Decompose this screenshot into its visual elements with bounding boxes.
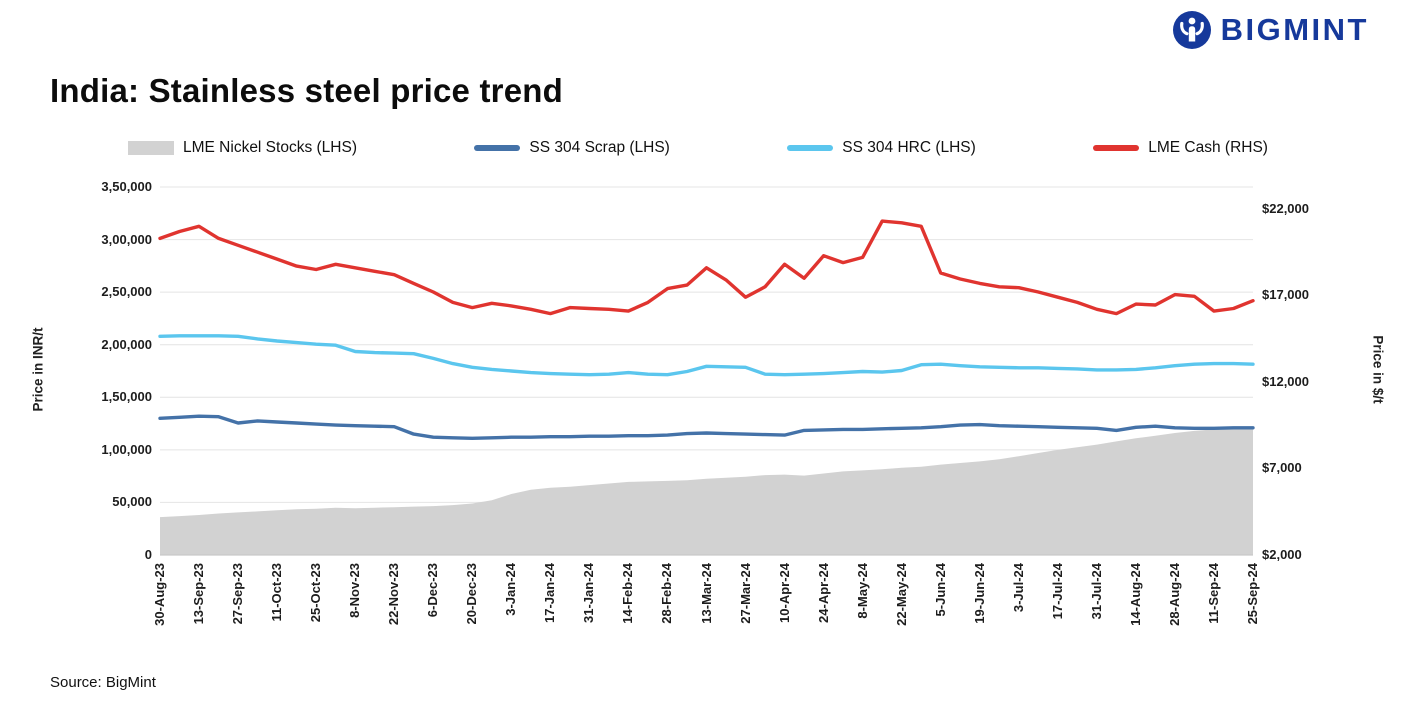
y-axis-right-tick: $12,000 <box>1262 374 1309 389</box>
legend-label: LME Nickel Stocks (LHS) <box>183 139 357 156</box>
x-axis-tick: 22-Nov-23 <box>386 563 401 626</box>
y-axis-left-tick: 2,00,000 <box>101 337 152 352</box>
x-axis-tick: 8-May-24 <box>855 563 870 619</box>
y-axis-left-tick: 50,000 <box>112 494 152 509</box>
x-axis-tick: 28-Aug-24 <box>1167 563 1182 626</box>
y-axis-right-tick: $7,000 <box>1262 460 1302 475</box>
x-axis-tick: 20-Dec-23 <box>464 563 479 625</box>
x-axis-tick: 31-Jul-24 <box>1089 563 1104 620</box>
legend-swatch-area <box>128 141 174 155</box>
x-axis-tick: 14-Aug-24 <box>1128 563 1143 626</box>
series-area-0 <box>160 427 1253 555</box>
legend-label: LME Cash (RHS) <box>1148 139 1268 156</box>
x-axis-tick: 5-Jun-24 <box>933 563 948 617</box>
y-axis-right-tick: $2,000 <box>1262 547 1302 562</box>
x-axis-tick: 6-Dec-23 <box>425 563 440 618</box>
right-axis-title: Price in $/t <box>1370 335 1386 404</box>
x-axis-tick: 3-Jul-24 <box>1011 563 1026 613</box>
series-line-2 <box>158 334 1255 377</box>
series-line-3 <box>158 219 1255 316</box>
x-axis-tick: 25-Sep-24 <box>1245 563 1260 625</box>
x-axis-tick: 14-Feb-24 <box>620 563 635 624</box>
legend-swatch-line <box>474 145 521 151</box>
x-axis-tick: 25-Oct-23 <box>308 563 323 623</box>
x-axis-tick: 30-Aug-23 <box>152 563 167 626</box>
chart-legend: LME Nickel Stocks (LHS) SS 304 Scrap (LH… <box>128 139 1268 157</box>
x-axis-tick: 17-Jan-24 <box>542 563 557 623</box>
y-axis-left-tick: 2,50,000 <box>101 284 152 299</box>
x-axis-tick: 28-Feb-24 <box>659 563 674 624</box>
legend-label: SS 304 Scrap (LHS) <box>529 139 670 156</box>
legend-item-ss304-hrc: SS 304 HRC (LHS) <box>787 139 976 157</box>
chart-title: India: Stainless steel price trend <box>50 72 563 109</box>
legend-item-lme-cash: LME Cash (RHS) <box>1093 139 1268 157</box>
legend-swatch-line <box>787 145 834 151</box>
y-axis-left-tick: 3,50,000 <box>101 179 152 194</box>
x-axis-tick: 13-Mar-24 <box>699 563 714 624</box>
x-axis-tick: 11-Oct-23 <box>269 563 284 622</box>
x-axis-tick: 10-Apr-24 <box>777 563 792 623</box>
x-axis-tick: 17-Jul-24 <box>1050 563 1065 620</box>
series-line-1 <box>158 414 1255 440</box>
y-axis-left-tick: 3,00,000 <box>101 232 152 247</box>
x-axis-tick: 24-Apr-24 <box>816 563 831 623</box>
legend-item-lme-nickel-stocks: LME Nickel Stocks (LHS) <box>128 139 357 157</box>
bigmint-logo-icon <box>1172 11 1211 49</box>
x-axis-tick: 13-Sep-23 <box>191 563 206 625</box>
legend-swatch-line <box>1093 145 1140 151</box>
x-axis-tick: 8-Nov-23 <box>347 563 362 618</box>
legend-item-ss304-scrap: SS 304 Scrap (LHS) <box>474 139 670 157</box>
x-axis-tick: 31-Jan-24 <box>581 563 596 623</box>
x-axis-tick: 22-May-24 <box>894 563 909 626</box>
x-axis-tick: 27-Mar-24 <box>738 563 753 624</box>
x-axis-tick: 19-Jun-24 <box>972 563 987 624</box>
bigmint-logo-text: BIGMINT <box>1220 12 1369 47</box>
x-axis-tick: 27-Sep-23 <box>230 563 245 625</box>
y-axis-left-tick: 0 <box>144 547 152 562</box>
y-axis-left-tick: 1,00,000 <box>101 442 152 457</box>
left-axis-title: Price in INR/t <box>30 327 46 412</box>
x-axis-tick: 11-Sep-24 <box>1206 563 1221 624</box>
y-axis-right-tick: $17,000 <box>1262 287 1309 302</box>
source-note: Source: BigMint <box>50 674 156 691</box>
y-axis-left-tick: 1,50,000 <box>101 389 152 404</box>
bigmint-logo: BIGMINT <box>1172 10 1369 50</box>
legend-label: SS 304 HRC (LHS) <box>842 139 976 156</box>
y-axis-right-tick: $22,000 <box>1262 201 1309 216</box>
x-axis-tick: 3-Jan-24 <box>503 563 518 616</box>
